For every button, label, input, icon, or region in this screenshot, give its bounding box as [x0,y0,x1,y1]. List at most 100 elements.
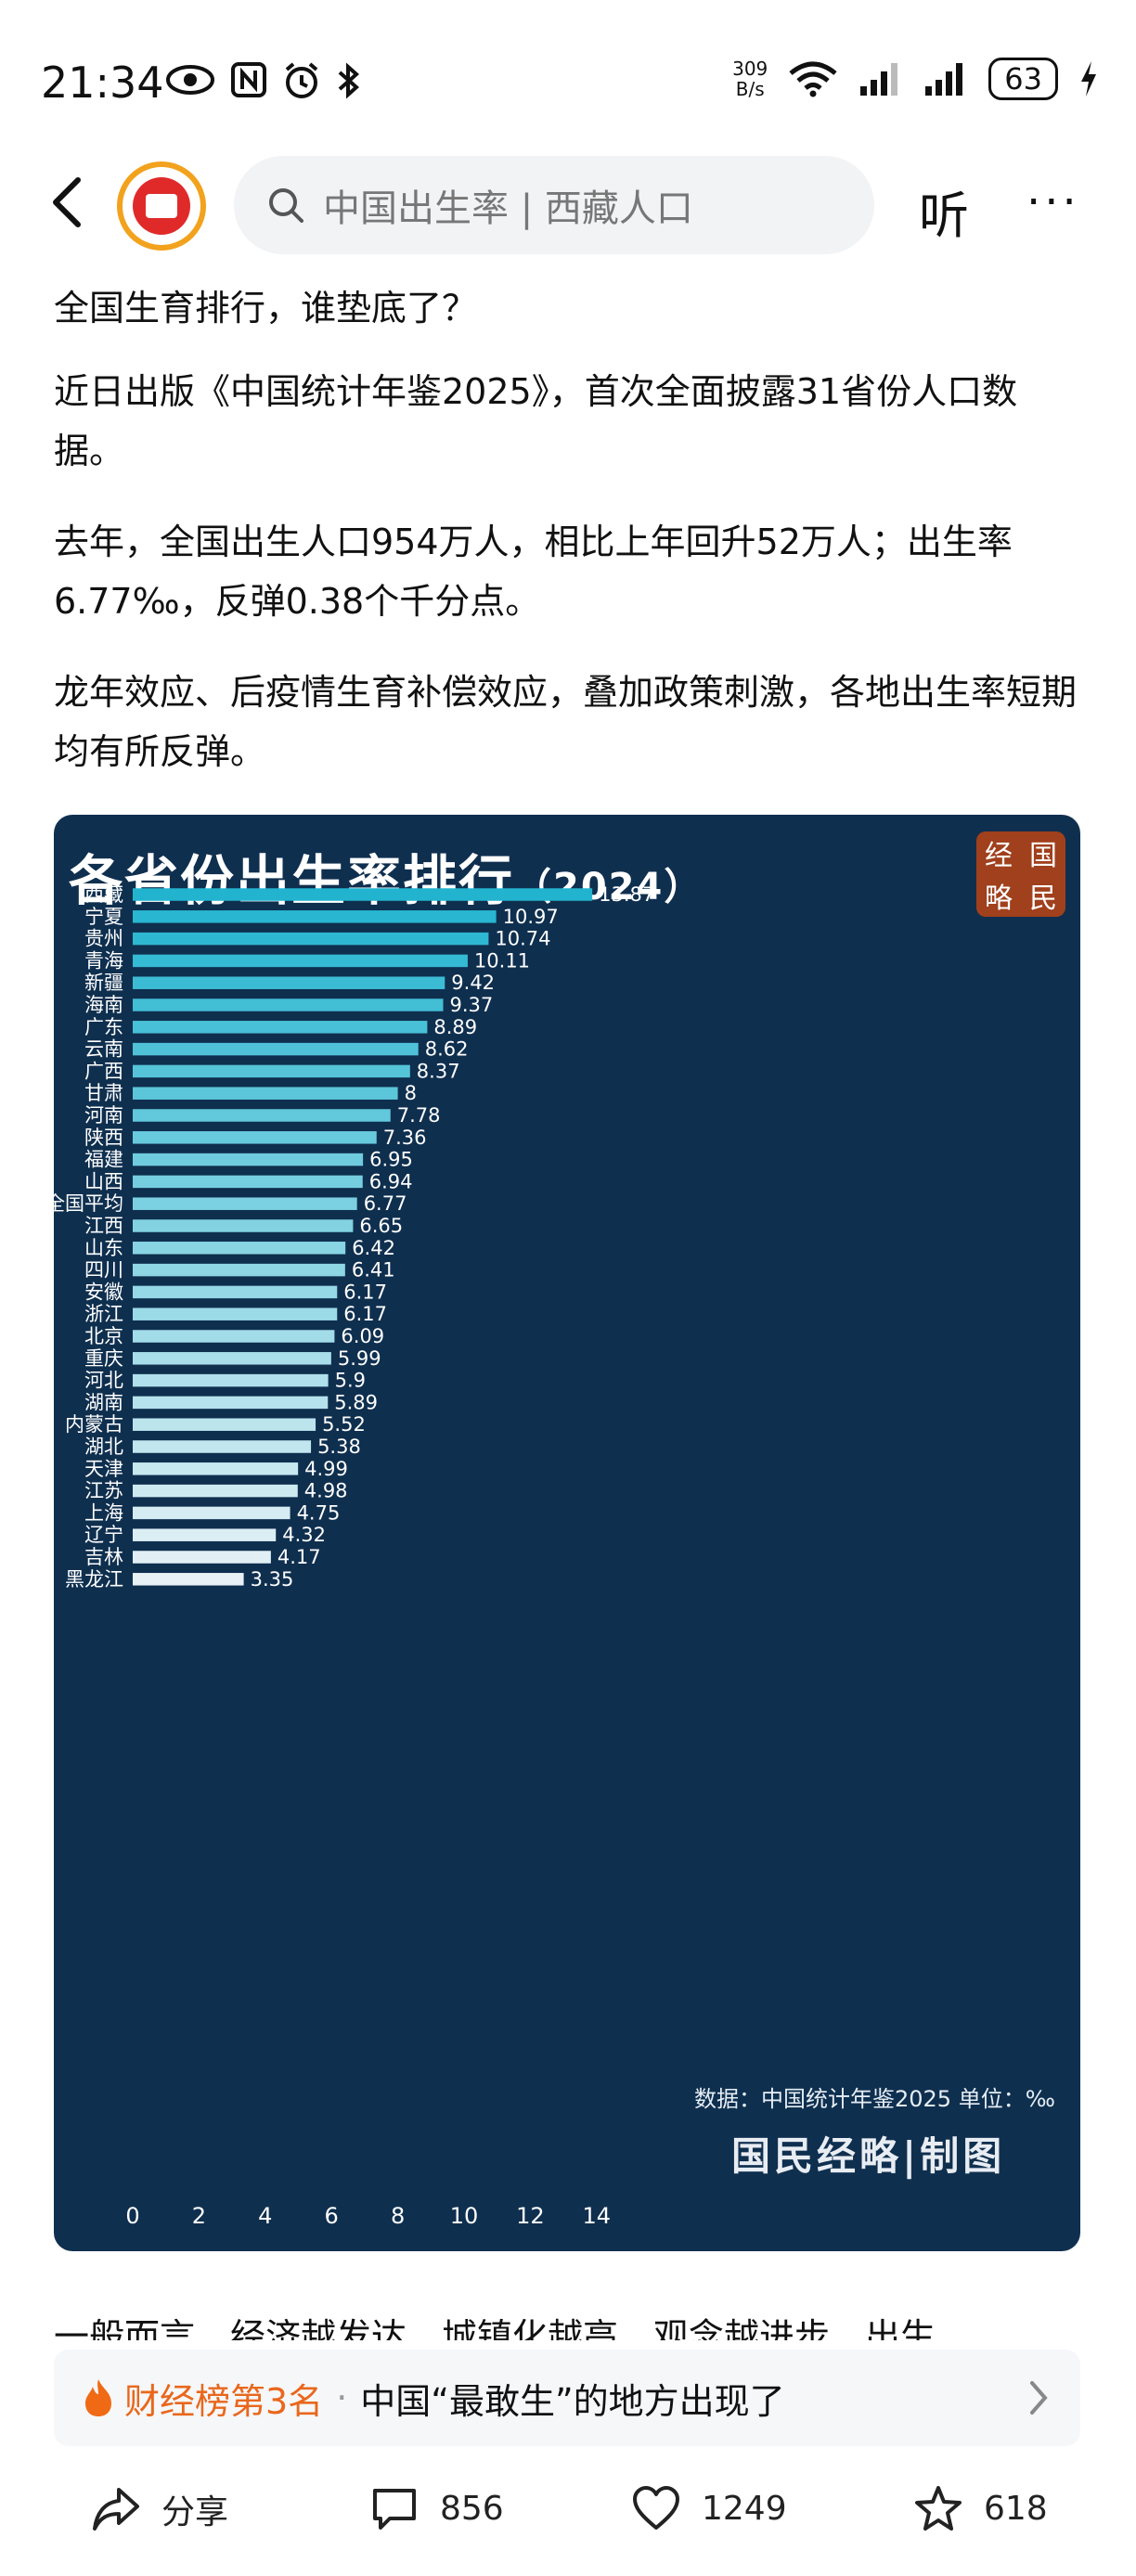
bar-category-label: 北京 [84,1325,123,1347]
signal-icon [860,63,898,96]
bar-category-label: 青海 [84,949,123,972]
x-tick-label: 12 [516,2203,545,2229]
heart-icon [633,2486,679,2530]
bar [133,1462,299,1475]
logo-char: 经 [985,840,1013,872]
net-speed: 309 B/s [732,58,768,100]
bar-value-label: 9.37 [450,994,494,1016]
wifi-icon [789,61,837,97]
bar-value-label: 10.11 [474,949,530,972]
bar-value-label: 6.09 [341,1325,384,1347]
status-icons-left [165,61,362,100]
favorite-button[interactable]: 618 [913,2485,1048,2531]
bar-category-label: 重庆 [84,1347,123,1370]
listen-button[interactable]: 听 [919,187,969,245]
eye-icon [166,65,214,95]
bar-category-label: 新疆 [84,972,123,994]
bar-value-label: 7.36 [383,1127,427,1149]
status-time: 21:34 [41,58,164,108]
x-tick-label: 14 [583,2203,612,2229]
bar-value-label: 9.42 [451,972,495,994]
bar [133,888,593,901]
bar [133,1242,346,1255]
bar [133,1197,357,1210]
bar-value-label: 5.9 [335,1370,366,1392]
rank-headline: 中国“最敢生”的地方出现了 [360,2380,785,2422]
bar-value-label: 13.87 [599,883,654,906]
bar [133,1219,354,1232]
rank-separator: · [336,2377,348,2418]
bar-category-label: 湖南 [84,1391,123,1413]
bar-category-label: 辽宁 [84,1524,123,1546]
bar-value-label: 3.35 [251,1568,294,1591]
bar [133,932,489,946]
bar-value-label: 10.74 [495,928,550,950]
bar [133,976,445,989]
comment-count: 856 [440,2489,504,2528]
bar-value-label: 4.17 [278,1546,321,1568]
x-tick-label: 0 [125,2203,139,2229]
rank-banner[interactable]: 财经榜第3名 · 中国“最敢生”的地方出现了 [54,2350,1080,2446]
bar-value-label: 6.95 [369,1149,413,1171]
article-paragraph: 龙年效应、后疫情生育补偿效应，叠加政策刺激，各地出生率短期均有所反弹。 [54,672,1078,772]
bar [133,1021,428,1034]
chart-title: 各省份出生率排行（2024） [69,837,703,915]
x-tick-label: 4 [258,2203,272,2229]
bar-category-label: 湖北 [84,1436,123,1458]
chart-subtitle: （2024） [514,866,704,908]
bar [133,1396,329,1410]
bar [133,1131,377,1144]
bar-category-label: 吉林 [84,1546,123,1568]
bar [133,1373,329,1387]
author-avatar[interactable] [117,161,206,251]
bar-value-label: 4.75 [297,1501,341,1524]
bar [133,1573,244,1586]
bar-category-label: 江苏 [84,1480,123,1502]
brand-logo: 经 国 略 民 [976,831,1065,917]
bar [133,1528,277,1541]
like-button[interactable]: 1249 [631,2485,787,2531]
rank-label: 财经榜第3名 [124,2380,324,2422]
bar-category-label: 广西 [84,1060,123,1082]
bar [133,1153,364,1166]
bar-value-label: 10.97 [503,906,559,928]
bar-value-label: 6.17 [343,1303,387,1325]
status-icons-right: 309 B/s 63 [732,58,1099,100]
bar-category-label: 江西 [84,1215,123,1237]
bar-category-label: 山东 [84,1237,123,1259]
bar-category-label: 河南 [84,1104,123,1127]
article-title: 全国生育排行，谁垫底了？ [54,288,478,328]
bar [133,1484,298,1498]
action-bar: 分享 856 1249 618 [0,2459,1136,2552]
bar [133,1064,410,1078]
bar [133,1440,312,1453]
back-icon[interactable] [41,174,97,230]
chart-plot: 西藏 13.87 宁夏 10.97 贵州 10.74 青海 10.11 新疆 9.42 海南 9.37… [54,883,654,2229]
more-button[interactable]: ··· [1026,176,1080,228]
signal-icon [925,63,963,96]
bar-category-label: 西藏 [84,883,123,906]
bar [133,1263,345,1277]
bar-value-label: 8.62 [425,1038,469,1061]
bar-category-label: 贵州 [84,928,123,950]
share-label: 分享 [161,2493,229,2531]
bar-category-label: 全国平均 [54,1192,123,1215]
search-input[interactable]: 中国出生率 | 西藏人口 [234,156,874,254]
top-nav: 中国出生率 | 西藏人口 听 ··· [0,148,1136,260]
bar-category-label: 海南 [84,994,123,1016]
bar-value-label: 4.99 [304,1458,348,1480]
favorite-count: 618 [984,2489,1048,2528]
bar-value-label: 6.41 [352,1259,395,1282]
birth-rate-chart[interactable]: 各省份出生率排行（2024） 经 国 略 民 西藏 13.87 宁夏 10.97 贵州 1… [54,815,1080,2251]
share-button[interactable]: 分享 [91,2485,228,2533]
bar-category-label: 黑龙江 [65,1568,123,1591]
bar [133,1506,290,1520]
battery-level: 63 [988,58,1058,100]
search-placeholder: 中国出生率 | 西藏人口 [323,187,693,230]
bar-value-label: 5.38 [317,1436,361,1458]
nfc-icon [231,62,266,97]
comment-button[interactable]: 856 [369,2485,504,2531]
bar [133,1551,271,1564]
bar-value-label: 6.65 [359,1215,403,1237]
bar-value-label: 7.78 [397,1104,441,1127]
